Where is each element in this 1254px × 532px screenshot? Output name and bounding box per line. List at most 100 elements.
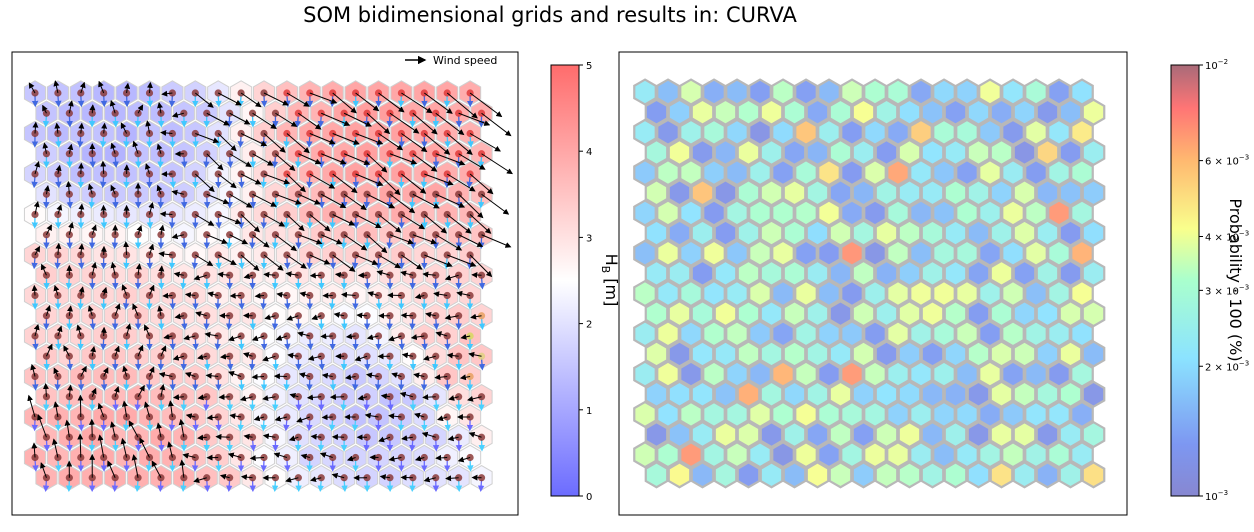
wave-arrow [363,398,370,412]
wave-arrow [409,155,417,169]
hex-cell [782,259,807,288]
wind-arrow [399,391,413,398]
hex-cell [1035,299,1060,328]
wave-arrow [192,418,199,432]
wind-arrow [121,284,128,296]
wind-arrow [320,333,333,340]
wind-arrow [310,433,322,440]
wave-arrow [146,216,154,229]
hex-cell [644,259,669,288]
hex-cell [1047,360,1071,388]
hex-cell [828,340,853,368]
wind-arrow [120,437,128,458]
hex-cell [633,158,657,187]
hex-cell [690,380,715,408]
wave-arrow [477,155,485,169]
wave-arrow [168,256,176,270]
hex-cell [702,400,726,429]
hex-cell [989,380,1014,408]
hex-cell [667,461,692,489]
hex-cell [679,400,703,429]
wind-arrow [89,104,96,114]
hex-cell [690,138,715,167]
wind-arrow [228,335,242,342]
wind-arrow [239,395,253,402]
hex-cell [966,340,991,368]
hex-cell [794,360,818,388]
wind-arrow [158,371,173,378]
hex-cell [805,340,830,368]
wave-arrow [158,398,165,412]
wind-arrow [173,394,184,401]
wind-arrow [423,476,436,483]
wind-arrow [263,214,286,227]
wind-arrow [275,193,302,205]
hex-cell [817,199,841,227]
wave-arrow [271,479,279,493]
hex-cell [805,98,830,126]
hex-cell [840,199,864,227]
hex-cell [897,340,922,368]
wind-arrow [391,372,402,379]
hex-cell [713,420,738,449]
node-dot [157,352,165,360]
hex-cell [1047,239,1071,267]
hex-cell [771,78,795,106]
wind-arrow [78,203,85,215]
hex-cell [1047,199,1071,227]
hex-cell [759,299,784,328]
wind-arrow [229,413,242,420]
hex-cell [690,98,715,126]
hex-cell [794,118,818,146]
hex-cell [943,461,968,489]
wind-arrow [321,193,347,208]
hex-cell [886,199,910,227]
wave-arrow [455,115,463,128]
hex-cell [1012,179,1037,207]
wind-arrow [184,292,196,298]
wind-arrow [143,401,150,418]
hex-cell [1012,259,1037,288]
hex-cell [1058,299,1083,328]
hex-cell [702,360,726,388]
hex-cell [851,299,876,328]
wind-arrow [435,112,465,136]
hex-cell [702,199,726,227]
wave-arrow [169,337,176,351]
hex-cell [702,158,726,187]
wind-arrow [44,185,50,195]
wind-arrow [469,133,501,152]
wave-arrow [409,439,416,452]
hex-cell [874,179,899,207]
wave-arrow [283,216,290,229]
wave-arrow [100,94,108,108]
node-dot [157,271,165,279]
hex-cell [759,98,784,126]
hex-cell [1081,299,1106,328]
hex-cell [782,420,807,449]
hex-cell [817,360,841,388]
hex-cell [920,98,945,126]
wind-arrow [148,284,155,296]
hex-cell [1047,78,1071,106]
hex-cell [863,78,887,106]
hex-cell [1058,98,1083,126]
hex-cell [702,441,726,469]
wind-arrow [131,454,139,478]
wind-arrow [423,355,436,361]
node-dot [248,150,257,158]
hex-cell [840,158,864,187]
wave-arrow [146,94,154,108]
wave-arrow [225,317,233,331]
wind-arrow [401,254,423,270]
hex-cell [840,78,864,106]
wind-arrow [167,441,173,458]
hs-tick-label: 5 [586,61,592,72]
wind-arrow [413,372,425,379]
hex-cell [932,158,956,187]
wind-arrow [171,233,184,240]
hex-cell [667,299,692,328]
wind-arrow [481,193,510,215]
wave-arrow [271,155,279,169]
wind-arrow [121,400,128,418]
